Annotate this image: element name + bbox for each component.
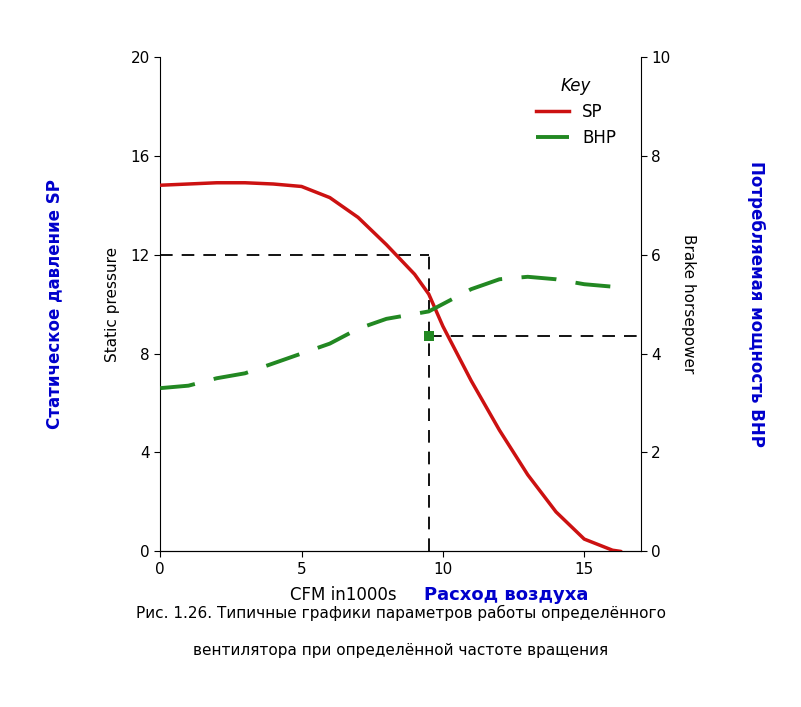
Legend: SP, BHP: SP, BHP (529, 70, 623, 154)
Text: Static pressure: Static pressure (105, 247, 119, 361)
Text: Потребляемая мощность ВНР: Потребляемая мощность ВНР (747, 161, 765, 447)
Text: Расход воздуха: Расход воздуха (424, 586, 589, 604)
Text: CFM in1000s: CFM in1000s (289, 586, 396, 604)
Text: Статическое давление SP: Статическое давление SP (46, 179, 63, 429)
Text: Brake horsepower: Brake horsepower (682, 234, 696, 374)
Text: Рис. 1.26. Типичные графики параметров работы определённого: Рис. 1.26. Типичные графики параметров р… (135, 604, 666, 621)
Text: вентилятора при определённой частоте вращения: вентилятора при определённой частоте вра… (193, 643, 608, 658)
